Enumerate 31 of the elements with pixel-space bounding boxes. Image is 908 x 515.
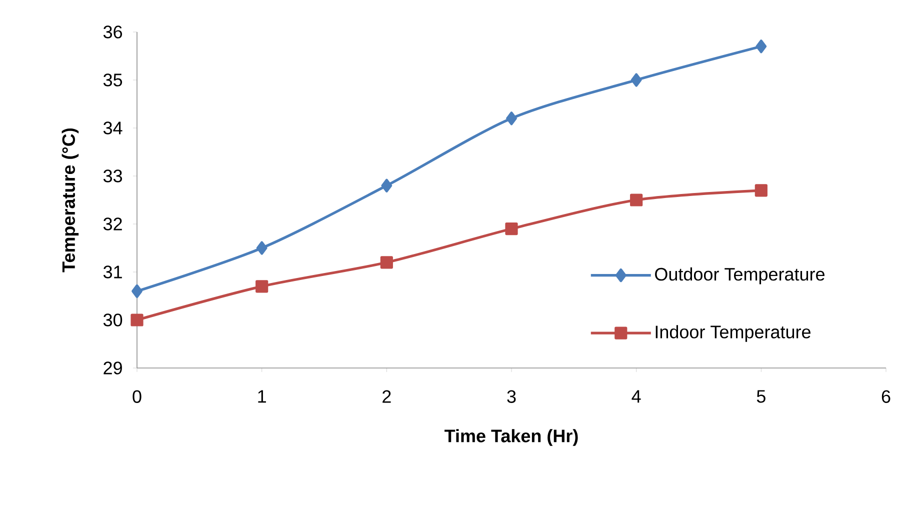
x-axis-title: Time Taken (Hr)	[444, 429, 578, 446]
point	[130, 314, 144, 326]
point	[256, 241, 268, 255]
x-tick-label: 3	[507, 390, 516, 403]
legend-label: Outdoor Temperature	[655, 267, 824, 284]
y-tick-label: 30	[103, 314, 122, 326]
y-tick-label: 33	[103, 170, 122, 182]
point	[630, 194, 643, 206]
point	[754, 184, 768, 197]
y-tick-label: 31	[103, 266, 122, 278]
x-tick-label: 6	[882, 390, 890, 403]
point	[381, 178, 392, 192]
point	[505, 222, 518, 236]
x-tick-label: 1	[258, 390, 266, 403]
y-axis-title: Temperature (°C)	[62, 128, 79, 272]
y-tick-label: 36	[103, 26, 122, 38]
y-tick-label: 34	[103, 122, 122, 134]
point	[506, 112, 517, 126]
y-tick-label: 29	[104, 362, 122, 374]
point	[630, 73, 642, 87]
point	[132, 284, 142, 298]
y-tick-label: 32	[103, 218, 122, 230]
point	[256, 280, 268, 293]
legend-label: Indoor Temperature	[656, 325, 810, 342]
point	[756, 40, 767, 54]
x-tick-label: 2	[382, 390, 391, 403]
point	[380, 256, 393, 269]
x-tick-label: 5	[756, 390, 766, 403]
y-tick-label: 35	[103, 74, 122, 86]
x-tick-label: 0	[132, 390, 142, 403]
x-tick-label: 4	[632, 390, 641, 403]
